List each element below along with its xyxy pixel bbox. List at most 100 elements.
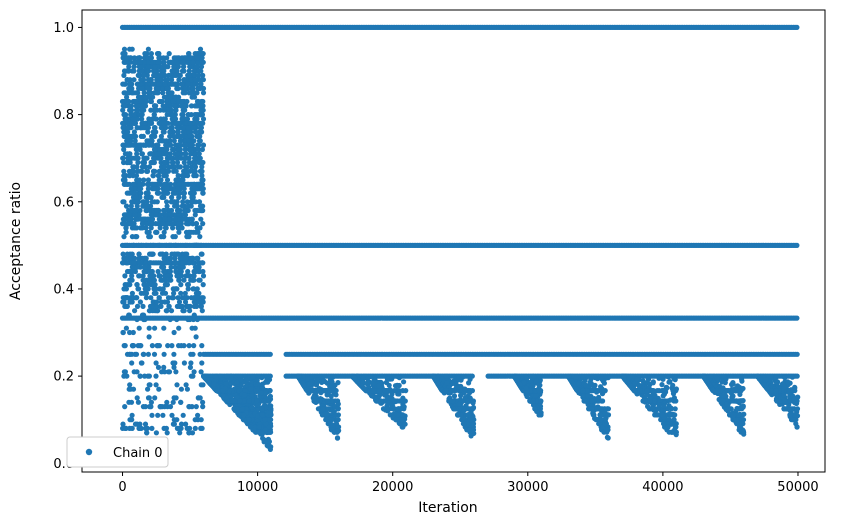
data-point xyxy=(161,425,167,431)
data-point xyxy=(171,251,177,257)
data-point xyxy=(174,382,180,388)
data-point xyxy=(170,421,176,427)
data-point xyxy=(126,142,132,148)
scatter-points xyxy=(119,24,801,452)
data-point xyxy=(163,225,169,231)
data-point xyxy=(145,386,151,392)
data-point xyxy=(181,295,187,301)
data-point xyxy=(192,425,198,431)
data-point xyxy=(191,190,197,196)
data-point xyxy=(135,216,141,222)
data-point xyxy=(162,290,169,296)
data-point xyxy=(158,177,164,183)
data-point xyxy=(170,295,176,301)
data-point xyxy=(193,112,199,118)
data-point xyxy=(197,225,203,231)
data-point xyxy=(177,138,183,144)
data-point xyxy=(794,373,800,379)
data-point xyxy=(137,299,143,305)
data-point xyxy=(126,312,132,318)
data-point xyxy=(198,181,204,187)
data-point xyxy=(137,59,143,65)
data-point xyxy=(131,129,137,135)
data-point xyxy=(187,364,193,370)
data-point xyxy=(190,255,196,261)
data-point xyxy=(133,295,140,301)
data-point xyxy=(124,303,130,309)
data-point xyxy=(199,343,205,349)
data-point xyxy=(148,194,154,200)
data-point xyxy=(188,142,194,148)
data-point xyxy=(199,308,205,314)
data-point xyxy=(156,386,162,392)
data-point xyxy=(262,437,268,443)
data-point xyxy=(138,290,144,296)
data-point xyxy=(142,421,149,427)
data-point xyxy=(192,77,199,83)
data-point xyxy=(171,364,177,370)
data-point xyxy=(145,373,151,379)
data-point xyxy=(146,334,152,340)
data-point xyxy=(149,343,155,349)
data-point xyxy=(168,242,174,248)
data-point xyxy=(127,46,133,52)
data-point xyxy=(145,77,151,83)
data-point xyxy=(160,412,166,418)
data-point xyxy=(166,303,172,309)
data-point xyxy=(183,142,189,148)
data-point xyxy=(129,234,135,240)
data-point xyxy=(146,308,152,314)
data-point xyxy=(186,343,192,349)
data-point xyxy=(180,199,186,205)
data-point xyxy=(199,186,205,192)
data-point xyxy=(136,242,142,248)
data-point xyxy=(151,290,157,296)
data-point xyxy=(165,77,171,83)
data-point xyxy=(161,268,167,275)
data-point xyxy=(137,421,143,427)
data-point xyxy=(199,251,205,257)
data-point xyxy=(195,142,201,148)
data-point xyxy=(154,90,160,96)
data-point xyxy=(120,329,126,336)
data-point xyxy=(175,98,182,105)
data-point xyxy=(176,277,182,283)
data-point xyxy=(167,268,173,275)
data-point xyxy=(123,325,129,331)
data-point xyxy=(128,203,134,209)
data-point xyxy=(152,395,158,401)
data-point xyxy=(189,94,195,100)
data-point xyxy=(127,382,133,388)
data-point xyxy=(122,216,128,222)
data-point xyxy=(136,325,142,331)
data-point xyxy=(173,260,180,266)
data-point xyxy=(132,155,138,161)
data-point xyxy=(183,242,189,248)
data-point xyxy=(148,242,154,248)
data-point xyxy=(161,164,168,170)
data-point xyxy=(185,303,191,309)
data-point xyxy=(191,273,197,279)
data-point xyxy=(167,255,174,261)
data-point xyxy=(156,138,163,144)
data-point xyxy=(128,399,135,405)
data-point xyxy=(200,98,206,105)
data-point xyxy=(129,412,135,418)
data-point xyxy=(186,260,192,266)
data-point xyxy=(149,412,155,418)
data-point xyxy=(178,386,184,392)
data-point xyxy=(199,177,205,183)
data-point xyxy=(128,103,134,109)
data-point xyxy=(140,221,146,227)
data-point xyxy=(141,351,147,357)
data-point xyxy=(120,125,126,131)
data-point xyxy=(186,133,193,139)
data-point xyxy=(145,190,151,196)
data-point xyxy=(148,295,154,301)
data-point xyxy=(794,24,800,30)
data-point xyxy=(140,133,146,139)
data-point xyxy=(137,373,143,379)
data-point xyxy=(124,151,130,157)
data-point xyxy=(171,64,177,70)
data-point xyxy=(180,59,187,65)
